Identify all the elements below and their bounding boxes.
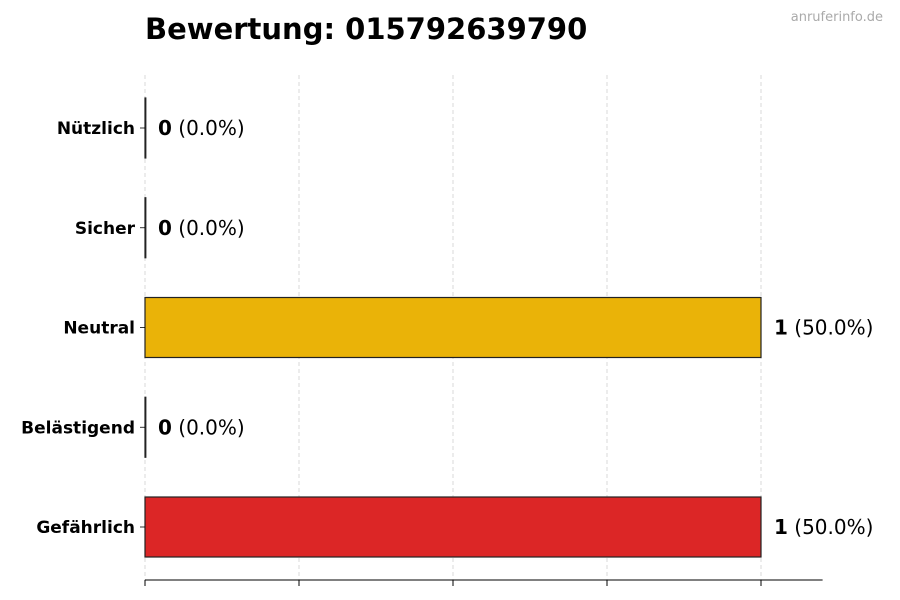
data-label: 0 (0.0%) xyxy=(158,415,245,439)
data-label-percent: (0.0%) xyxy=(172,415,245,439)
y-tick-label: Belästigend xyxy=(21,418,135,438)
data-label-percent: (50.0%) xyxy=(788,515,874,539)
bar-3 xyxy=(144,396,147,458)
data-label-count: 1 xyxy=(774,515,788,539)
y-tick-label: Gefährlich xyxy=(36,518,135,538)
y-tick-label: Neutral xyxy=(63,319,135,339)
data-label: 1 (50.0%) xyxy=(774,316,873,340)
data-label-count: 0 xyxy=(158,116,172,140)
data-label-count: 1 xyxy=(774,316,788,340)
y-tick-label: Nützlich xyxy=(57,119,135,139)
chart-title: Bewertung: 015792639790 xyxy=(145,12,588,46)
bar-0 xyxy=(144,97,147,159)
data-label-count: 0 xyxy=(158,415,172,439)
data-label: 0 (0.0%) xyxy=(158,216,245,240)
y-tick-label: Sicher xyxy=(75,219,136,239)
bar-2 xyxy=(144,296,762,359)
data-label-percent: (0.0%) xyxy=(172,116,245,140)
bar-1 xyxy=(144,197,147,259)
bar-4 xyxy=(144,496,762,558)
data-label-percent: (0.0%) xyxy=(172,216,245,240)
data-label: 1 (50.0%) xyxy=(774,515,873,539)
data-label-percent: (50.0%) xyxy=(788,316,874,340)
data-label: 0 (0.0%) xyxy=(158,116,245,140)
watermark: anruferinfo.de xyxy=(790,10,883,25)
data-label-count: 0 xyxy=(158,216,172,240)
